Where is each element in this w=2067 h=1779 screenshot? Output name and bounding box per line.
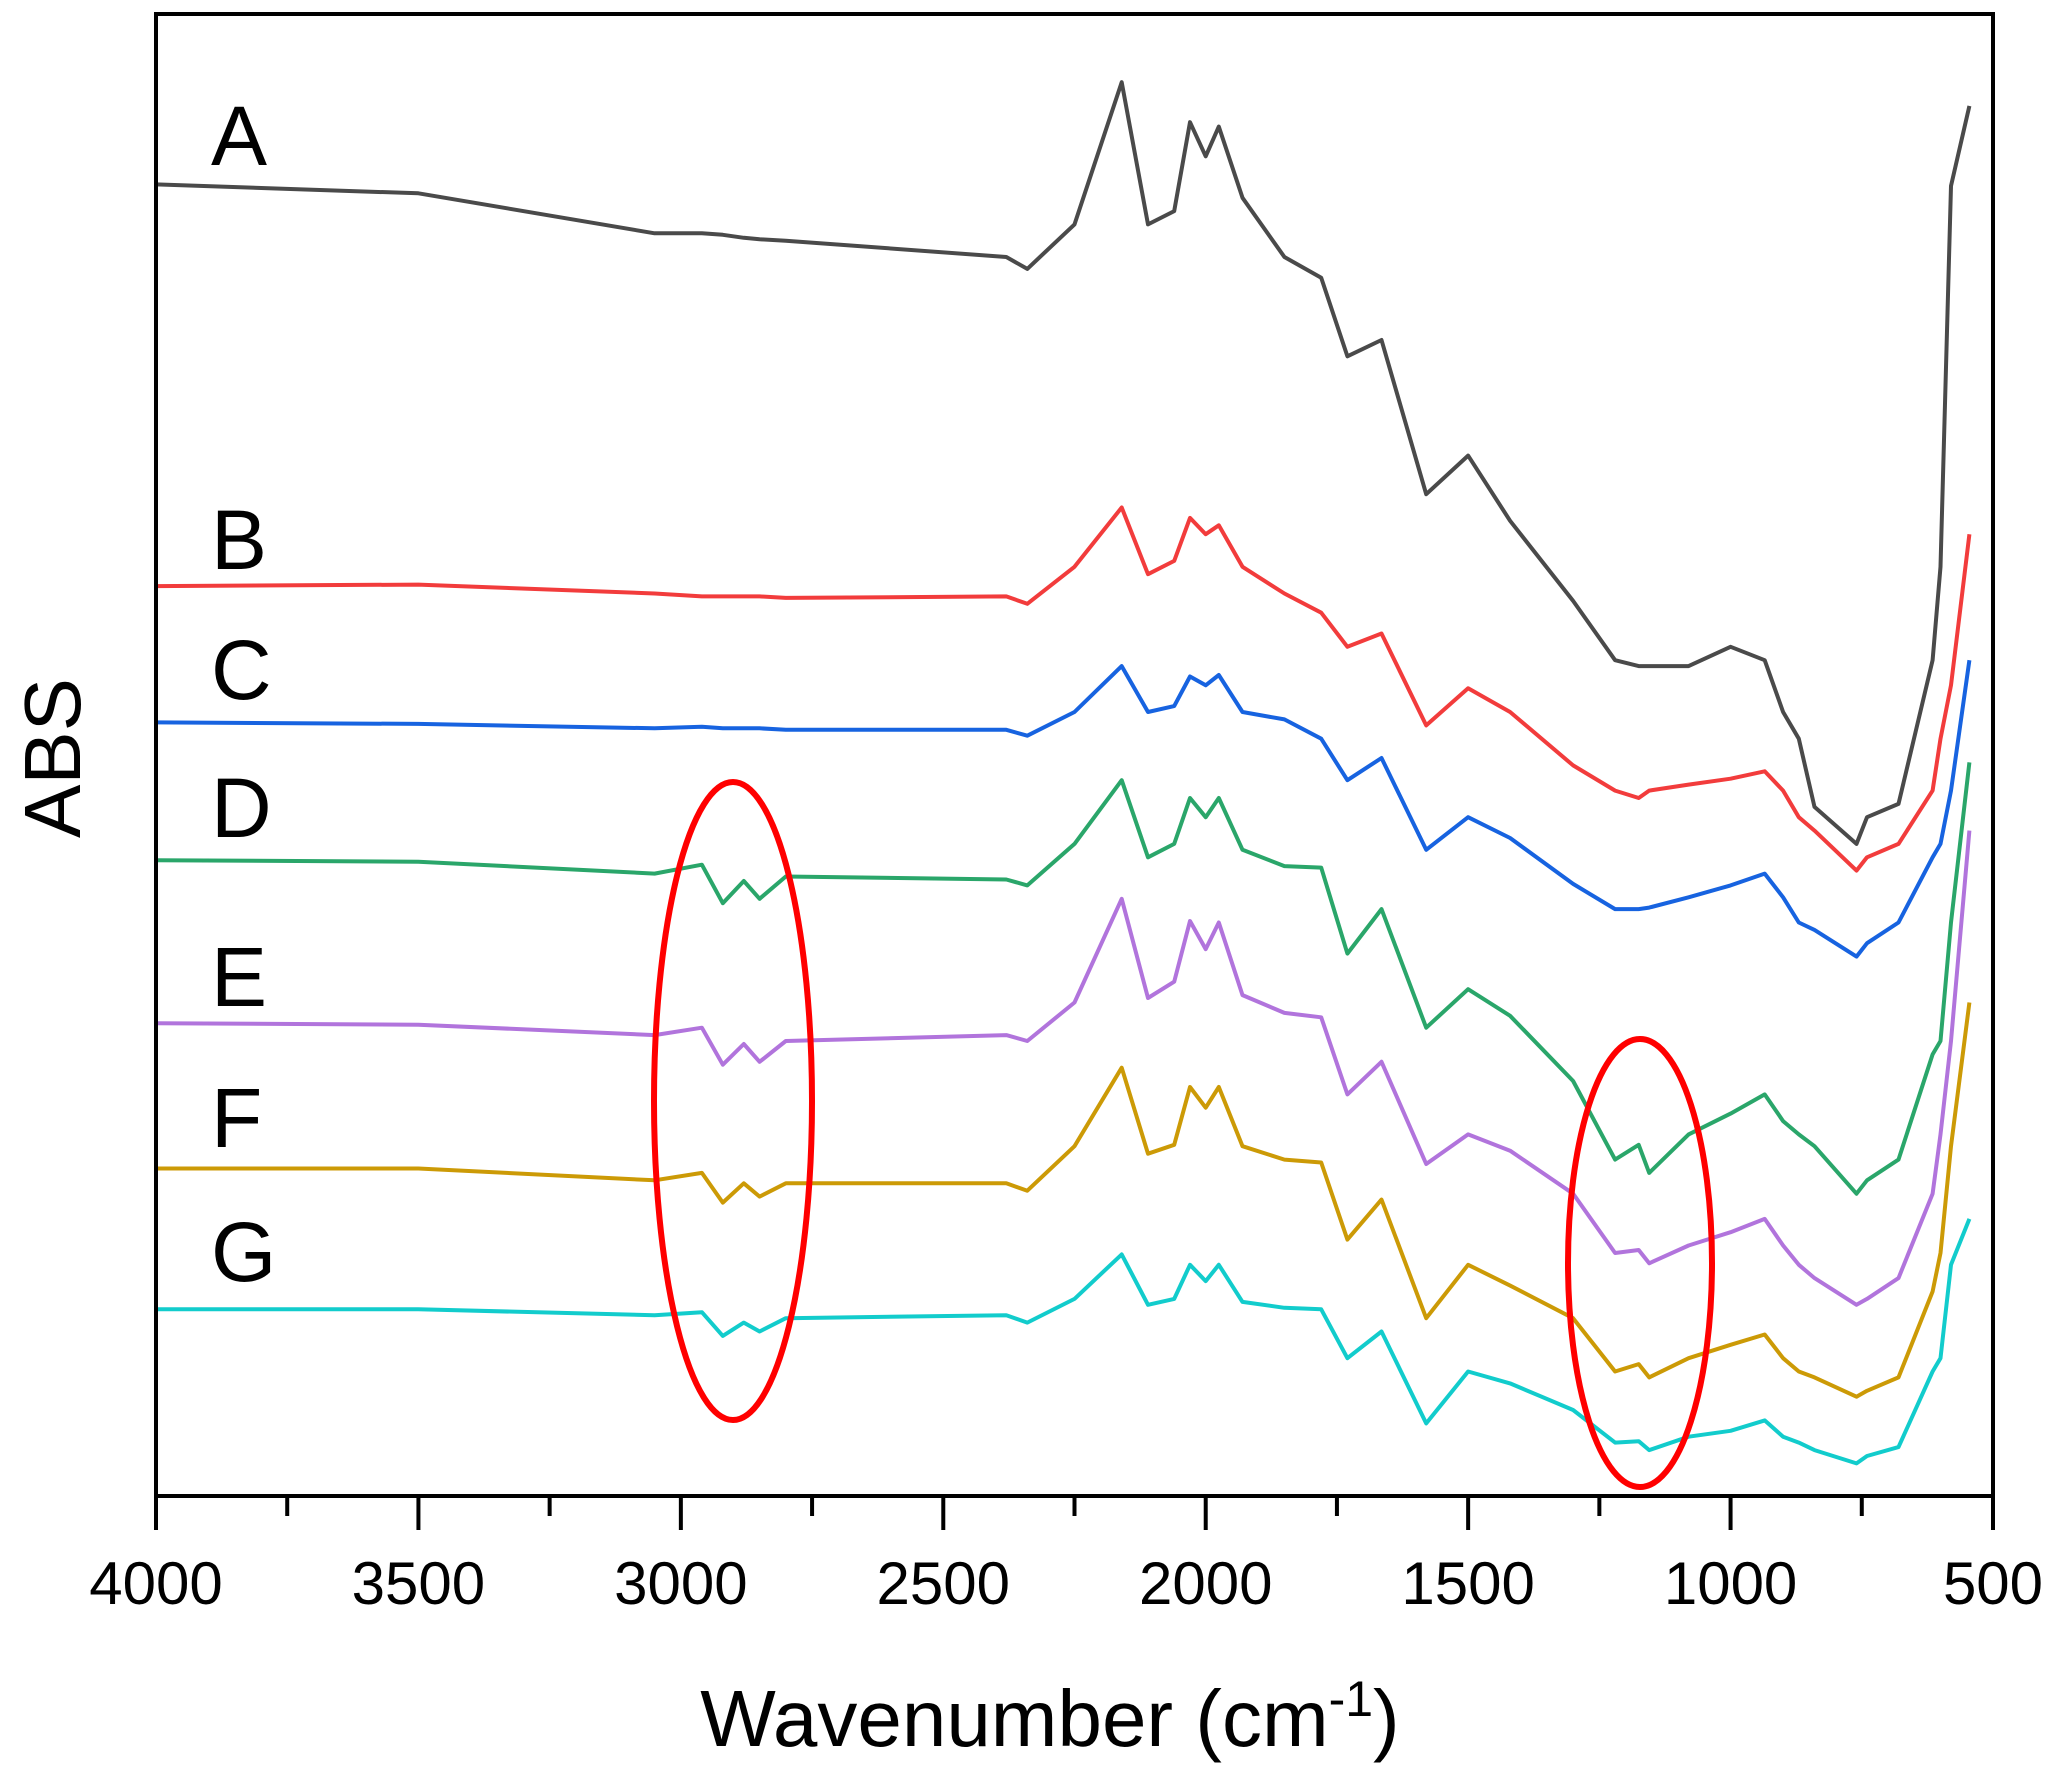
series-label-f: F (211, 1071, 262, 1165)
series-line-d (155, 762, 1972, 1196)
series-label-a: A (211, 89, 267, 183)
highlight-ellipse-fingerprint-region (1565, 1036, 1715, 1490)
series-label-b: B (211, 493, 267, 587)
series-line-g (156, 1218, 1972, 1466)
series-line-b (155, 505, 1972, 873)
x-tick-label: 2000 (1139, 1550, 1272, 1617)
x-tick-label: 500 (1943, 1550, 2043, 1617)
x-tick-label: 4000 (89, 1550, 222, 1617)
x-axis-title: Wavenumber (cm-1) (700, 1671, 1399, 1763)
series-label-c: C (211, 623, 272, 717)
series-line-f (156, 1002, 1972, 1399)
series-label-g: G (211, 1205, 276, 1299)
series-label-d: D (211, 761, 272, 855)
highlight-ellipse-ch-region (651, 779, 815, 1423)
x-tick-label: 3500 (352, 1550, 485, 1617)
series-line-c (155, 659, 1972, 959)
series-line-e (155, 830, 1972, 1307)
x-tick-label: 1500 (1401, 1550, 1534, 1617)
series-label-e: E (211, 930, 267, 1024)
series-labels: A B C D E F G (211, 89, 276, 1299)
plot-frame (154, 12, 1995, 1498)
x-axis-title-close: ) (1373, 1674, 1400, 1763)
series-layer (155, 80, 1972, 1466)
x-axis-title-superscript: -1 (1329, 1671, 1373, 1727)
x-axis-ticks: 4000 3500 3000 2500 2000 1500 1000 500 (89, 1496, 2043, 1617)
x-tick-label: 2500 (877, 1550, 1010, 1617)
y-axis-title: ABS (8, 678, 97, 838)
series-line-a (155, 80, 1972, 846)
x-tick-label: 1000 (1664, 1550, 1797, 1617)
x-axis-title-text: Wavenumber (cm (700, 1674, 1328, 1763)
x-tick-label: 3000 (614, 1550, 747, 1617)
